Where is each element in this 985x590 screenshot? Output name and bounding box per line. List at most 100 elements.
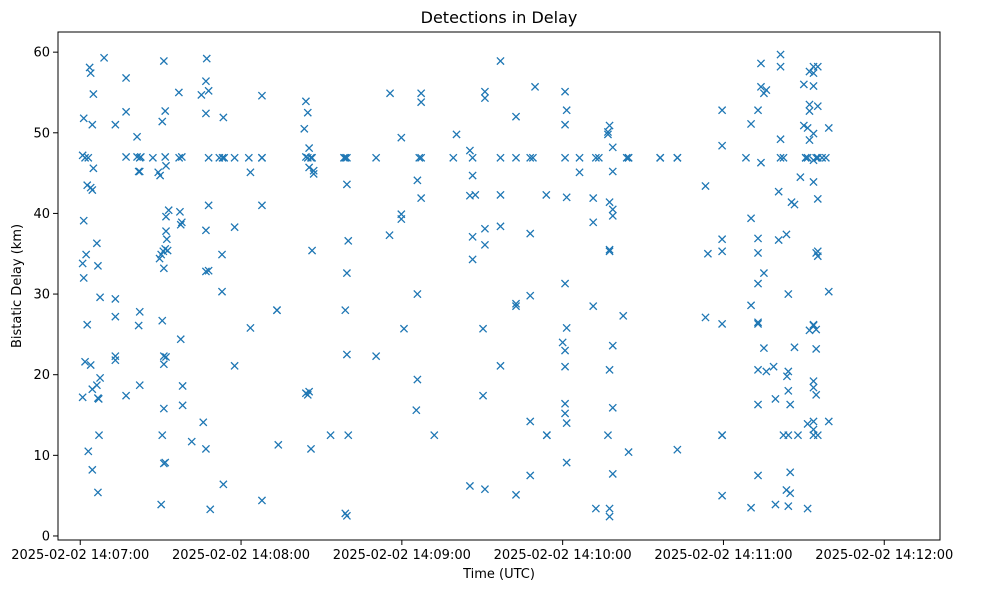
data-point	[562, 106, 571, 115]
data-point	[784, 386, 793, 395]
data-point	[78, 259, 87, 268]
data-point	[157, 500, 166, 509]
data-point	[528, 153, 537, 162]
x-tick-label: 2025-02-02 14:08:00	[172, 548, 310, 563]
data-point	[561, 279, 570, 288]
data-point	[605, 365, 614, 374]
data-point	[309, 169, 318, 178]
x-tick-label: 2025-02-02 14:09:00	[333, 548, 471, 563]
data-point	[430, 431, 439, 440]
data-point	[158, 316, 167, 325]
data-point	[83, 320, 92, 329]
data-point	[161, 106, 170, 116]
data-point	[155, 254, 164, 263]
data-point	[561, 346, 570, 355]
data-point	[591, 504, 600, 513]
data-point	[799, 80, 808, 89]
data-point	[178, 381, 187, 391]
x-tick-label: 2025-02-02 14:12:00	[815, 548, 953, 563]
data-point	[204, 86, 213, 95]
data-point	[164, 206, 173, 215]
data-point	[468, 153, 477, 162]
data-point	[81, 153, 90, 162]
data-point	[753, 471, 763, 480]
data-point	[246, 168, 255, 177]
data-point	[465, 481, 474, 491]
data-point	[718, 106, 727, 115]
data-point	[344, 236, 353, 245]
data-point	[622, 153, 631, 162]
data-point	[78, 393, 87, 402]
data-point	[204, 153, 213, 162]
data-point	[417, 194, 426, 203]
data-point	[809, 177, 818, 187]
data-point	[94, 431, 104, 440]
data-point	[746, 301, 756, 310]
data-point	[220, 153, 229, 162]
data-point	[769, 362, 778, 371]
data-point	[790, 343, 799, 352]
plot-frame	[57, 31, 941, 541]
data-point	[94, 394, 103, 403]
data-point	[133, 132, 142, 141]
x-tick-label: 2025-02-02 14:11:00	[654, 548, 792, 563]
data-point	[759, 269, 768, 278]
data-point	[372, 352, 381, 361]
data-point	[526, 229, 535, 238]
data-point	[176, 220, 185, 229]
data-point	[89, 164, 98, 173]
data-point	[480, 224, 489, 233]
data-point	[480, 240, 489, 249]
data-point	[341, 153, 350, 162]
data-point	[759, 344, 768, 353]
data-point	[561, 362, 570, 371]
data-point	[478, 391, 488, 400]
data-point	[526, 471, 535, 480]
data-point	[756, 158, 766, 167]
data-point	[342, 350, 351, 359]
data-point	[813, 62, 822, 71]
data-point	[496, 153, 505, 162]
data-point	[84, 447, 93, 456]
data-point	[399, 324, 409, 333]
data-point	[718, 247, 727, 256]
data-point	[342, 511, 351, 520]
data-point	[526, 417, 535, 426]
data-point	[308, 153, 317, 162]
data-point	[790, 200, 799, 209]
y-tick-label: 50	[33, 126, 50, 141]
y-tick-label: 30	[33, 288, 50, 303]
data-point	[308, 246, 317, 255]
data-point	[753, 365, 763, 374]
data-point	[818, 153, 827, 162]
data-point	[85, 63, 94, 72]
data-point	[753, 400, 763, 409]
data-point	[452, 130, 461, 139]
data-point	[561, 399, 570, 408]
data-point	[496, 56, 505, 66]
data-point	[809, 81, 818, 91]
data-point	[511, 302, 521, 311]
data-point	[562, 193, 571, 202]
data-point	[496, 190, 505, 199]
data-point	[174, 88, 183, 97]
data-point	[656, 153, 665, 162]
data-point	[159, 264, 168, 273]
data-point	[562, 419, 571, 428]
data-point	[718, 491, 727, 500]
data-point	[608, 211, 617, 220]
data-point	[805, 135, 814, 145]
data-point	[776, 153, 785, 162]
data-point	[187, 437, 196, 446]
data-point	[135, 153, 144, 162]
data-point	[81, 357, 90, 366]
data-point	[608, 205, 617, 214]
data-point	[813, 194, 822, 203]
data-point	[468, 232, 477, 241]
data-point	[589, 218, 598, 227]
data-point	[158, 431, 167, 440]
data-point	[301, 389, 310, 398]
data-point	[608, 143, 617, 152]
data-point	[589, 302, 598, 311]
data-point	[305, 163, 314, 172]
